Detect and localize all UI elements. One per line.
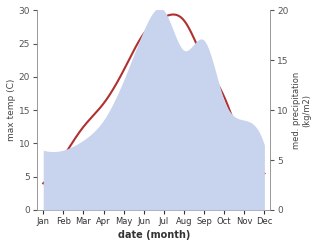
- Y-axis label: med. precipitation
(kg/m2): med. precipitation (kg/m2): [292, 72, 311, 149]
- Y-axis label: max temp (C): max temp (C): [7, 79, 16, 141]
- X-axis label: date (month): date (month): [118, 230, 190, 240]
